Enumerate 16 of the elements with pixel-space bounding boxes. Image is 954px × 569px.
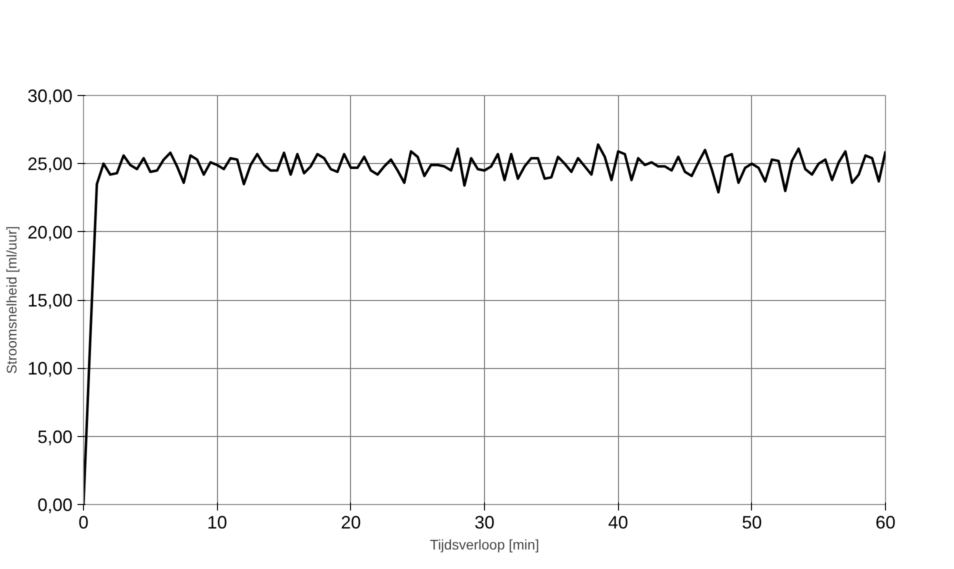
y-tick-label: 5,00 <box>37 426 73 447</box>
x-axis-title: Tijdsverloop [min] <box>430 536 540 552</box>
x-tick-label: 0 <box>78 512 89 532</box>
y-tick-label: 30,00 <box>27 86 73 106</box>
x-tick-label: 20 <box>340 512 361 532</box>
y-tick-label: 20,00 <box>27 222 73 242</box>
y-tick-label: 25,00 <box>27 154 73 174</box>
x-tick-label: 30 <box>474 512 495 532</box>
y-tick-label: 0,00 <box>37 495 73 515</box>
x-tick-label: 10 <box>207 512 228 532</box>
x-tick-label: 60 <box>875 512 896 532</box>
x-tick-label: 50 <box>742 512 762 532</box>
x-tick-label: 40 <box>608 512 628 532</box>
y-tick-label: 10,00 <box>27 358 73 379</box>
y-tick-label: 15,00 <box>27 290 73 310</box>
y-axis-title: Stroomsnelheid [ml/uur] <box>3 226 20 374</box>
